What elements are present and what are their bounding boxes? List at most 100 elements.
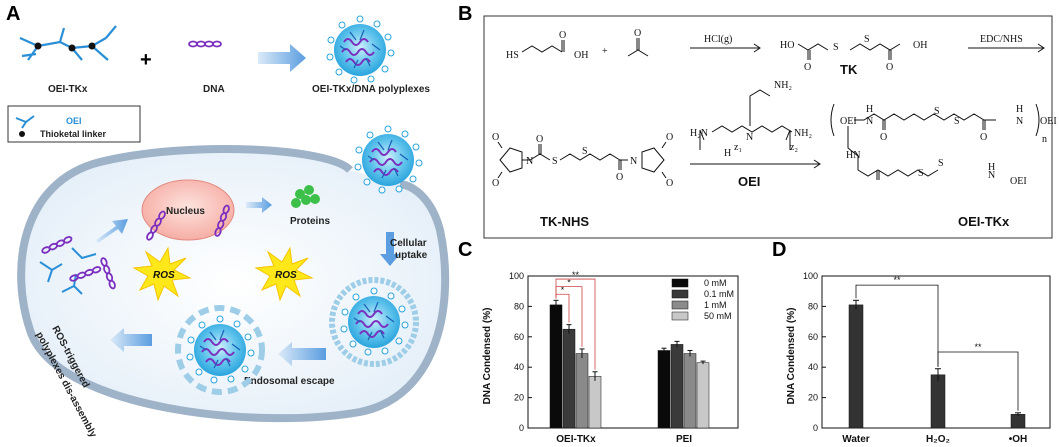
- chart-c-legend-label: 0 mM: [704, 278, 727, 288]
- dna-icon: [188, 40, 222, 48]
- chem-ho: HO: [780, 40, 794, 51]
- ros-star-icon-1: [132, 246, 192, 302]
- panel-d: D DNA Condensed (%) 0 20 40 60 80 100 Water H₂…: [772, 239, 1051, 445]
- nuclear-entry-arrow: [96, 219, 128, 243]
- chart-c-legend-swatch: [671, 278, 689, 288]
- chart-c-bar: [588, 376, 602, 429]
- chem-h2n: H₂N: [690, 128, 708, 139]
- chart-c-bar: [683, 353, 697, 429]
- chem-o-8: O: [492, 178, 499, 189]
- chart-d-category-label: •OH: [1009, 434, 1028, 445]
- chem-p-hn: HN: [846, 150, 860, 161]
- chart-c-ylabel: DNA Condensed (%): [482, 308, 493, 405]
- legend-box: [7, 105, 141, 143]
- chart-c-plot-frame: [527, 275, 739, 429]
- chem-o-2: O: [634, 28, 641, 39]
- mercaptopropionic-acid: [521, 40, 565, 53]
- chem-p-oei-3: OEI: [1010, 176, 1027, 187]
- chem-p-h-1: H: [866, 104, 873, 115]
- chart-c-ytick-label-2: 40: [514, 362, 524, 372]
- plus-sign: +: [140, 49, 152, 71]
- panel-a-letter: A: [6, 3, 20, 25]
- chem-s-1: S: [833, 42, 839, 53]
- chem-o-11: O: [880, 132, 887, 143]
- chem-oh-1: OH: [574, 50, 588, 61]
- escaping-endosome-membrane: [175, 305, 265, 395]
- chart-d-significance-mark: **: [974, 342, 982, 352]
- escape-arrow: [278, 342, 326, 366]
- acetone: [627, 38, 649, 57]
- uptake-arrow: [380, 232, 400, 266]
- uptake-label: uptake: [395, 250, 428, 261]
- chart-d-ytick-label-5: 100: [803, 271, 818, 281]
- formation-arrow: [258, 44, 306, 72]
- chart-d-significance-bracket: [937, 351, 1019, 411]
- chem-p-n-3: N: [988, 170, 995, 181]
- chem-hcl: HCl(g): [704, 34, 732, 45]
- chem-z2: z₂: [790, 142, 798, 153]
- chart-c-ytick-label-0: 0: [519, 423, 524, 433]
- endosomal-escape-label: Endosomal escape: [244, 376, 335, 387]
- oei-tkx-structure: [830, 103, 1040, 180]
- chem-p-n-2: N: [1016, 116, 1023, 127]
- chem-n-oei: N: [746, 132, 753, 143]
- legend-linker-label: Thioketal linker: [40, 129, 107, 139]
- chem-p-n: n: [1042, 134, 1047, 145]
- chart-c-significance-mark: *: [567, 278, 571, 288]
- tk-nhs-structure: [497, 141, 667, 179]
- oei-structure: [690, 89, 821, 169]
- polyplex-sphere-icon: [326, 15, 395, 84]
- chem-o-3: O: [804, 62, 811, 73]
- chart-d-bars: Water H₂O₂ •OH ** **: [842, 275, 1027, 445]
- chart-d-bar: [1010, 414, 1026, 429]
- reaction-arrow-2: [968, 43, 1045, 53]
- chem-nh2-1: NH₂: [774, 80, 792, 91]
- chem-o-7: O: [492, 132, 499, 143]
- oei-legend-icon: [15, 115, 35, 129]
- chem-nh2-2: NH₂: [794, 128, 812, 139]
- nucleus-icon: [141, 179, 235, 241]
- translation-arrow: [246, 197, 272, 213]
- chem-s-7: S: [918, 168, 924, 179]
- nucleus-label: Nucleus: [166, 206, 205, 217]
- chart-c-bar: [670, 344, 684, 429]
- panel-a: A OEI-TKx + DNA OEI-TKx/DNA polyplexes O…: [6, 3, 450, 440]
- chem-s-6: S: [954, 116, 960, 127]
- chart-c-ytick-label-3: 60: [514, 332, 524, 342]
- chem-s-5: S: [934, 106, 940, 117]
- panel-d-letter: D: [772, 239, 786, 261]
- tk-structure: [797, 43, 901, 60]
- chart-c-significance-mark: **: [572, 270, 580, 280]
- endosome-membrane: [329, 277, 419, 367]
- tk-label: TK: [840, 62, 858, 77]
- panel-b: B HS OH O + O HCl(g) HO S S OH O O TK ED…: [458, 3, 1057, 239]
- cell-membrane: [17, 144, 450, 423]
- chem-o-12: O: [980, 132, 987, 143]
- chart-c-legend-swatch: [671, 289, 689, 299]
- chart-c-legend-label: 50 mM: [704, 311, 732, 321]
- chart-c-bar: [549, 304, 563, 429]
- chem-p-oei-1: OEI: [840, 116, 857, 127]
- chem-n-nhs-1: N: [526, 156, 533, 167]
- incoming-polyplex-icon: [354, 125, 423, 194]
- chart-d-ylabel: DNA Condensed (%): [786, 308, 797, 405]
- chart-c-category-label: PEI: [676, 434, 692, 445]
- chem-z1: z₁: [734, 142, 742, 153]
- oei-tkx-chem-label: OEI-TKx: [958, 214, 1010, 229]
- chart-c-bar: [657, 350, 671, 429]
- chem-s-2: S: [864, 34, 870, 45]
- chart-c-ytick-label-4: 80: [514, 301, 524, 311]
- chem-o-4: O: [886, 62, 893, 73]
- ros-star-icon-2: [254, 246, 314, 302]
- chart-d-significance-mark: **: [893, 275, 901, 285]
- chem-n-nhs-2: N: [630, 156, 637, 167]
- panel-b-letter: B: [458, 3, 472, 25]
- chart-d-ytick-label-0: 0: [813, 423, 818, 433]
- ros-label-1: ROS: [153, 270, 175, 281]
- chart-c-significance-bracket: [555, 278, 596, 370]
- chem-s-4: S: [582, 146, 588, 157]
- chart-c-bar: [562, 328, 576, 429]
- chem-p-h-2: H: [1016, 104, 1023, 115]
